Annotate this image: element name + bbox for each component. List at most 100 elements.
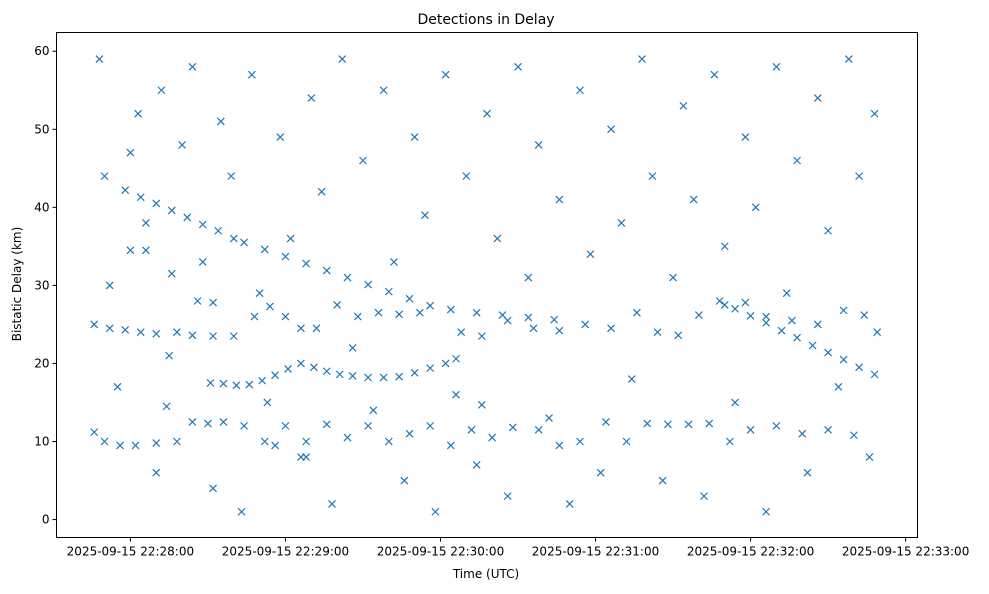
data-point [793,333,802,342]
data-point [426,301,435,310]
data-point [395,372,404,381]
data-point [141,219,150,227]
data-point [865,453,874,462]
data-point [725,437,734,446]
data-point [263,398,272,407]
data-point [529,324,538,333]
y-tick-label: 10 [34,434,49,448]
data-point [653,328,662,337]
data-point [410,133,419,142]
data-point [95,55,104,63]
data-point [524,273,533,282]
data-point [245,380,254,389]
data-point [240,421,249,430]
data-point [384,287,393,296]
data-point [266,302,274,311]
data-point [555,441,564,450]
data-point [555,326,564,335]
data-point [534,140,543,149]
data-point [237,507,246,516]
data-point [100,437,109,446]
data-point [483,109,491,118]
y-tick-label: 50 [34,122,49,136]
data-point [715,297,724,305]
data-point [353,312,362,321]
data-point [247,70,256,79]
data-point [555,195,564,204]
data-point [824,425,833,434]
data-point [271,371,280,380]
data-point [441,70,450,79]
data-point [415,308,424,317]
data-point [232,381,241,390]
data-point [617,219,626,227]
data-point [338,55,347,63]
data-point [477,332,486,341]
data-point [493,234,502,243]
data-point [216,117,225,126]
data-point [793,156,802,165]
data-point [472,308,481,317]
data-point [632,308,641,317]
x-tick-label: 2025-09-15 22:29:00 [222,545,349,559]
data-point [762,318,771,327]
data-point [90,428,99,437]
data-point [643,419,652,428]
data-point [258,376,267,385]
data-point [731,304,739,313]
data-point [441,359,450,368]
x-tick-label: 2025-09-15 22:32:00 [687,545,814,559]
data-point [669,273,677,282]
data-point [302,437,311,446]
data-point [284,364,292,373]
data-point [281,421,290,430]
data-point [462,172,471,181]
chart-title: Detections in Delay [417,12,554,28]
data-point [260,437,269,446]
data-point [762,507,771,516]
data-point [782,289,791,298]
data-point [219,418,228,426]
data-point [870,370,879,379]
data-point [581,320,590,329]
data-point [172,437,181,446]
data-point [343,433,352,442]
data-point [446,305,455,314]
data-point [152,468,161,477]
data-point [152,439,161,447]
data-point [870,109,879,118]
data-point [762,312,771,321]
data-point [813,94,822,102]
data-point [746,425,755,434]
data-point [405,429,414,438]
data-point [188,331,197,340]
data-point [684,420,693,429]
data-point [369,406,378,415]
data-points [90,55,882,516]
data-point [663,420,672,429]
data-point [844,55,853,63]
data-point [488,433,497,442]
data-point [777,326,786,335]
data-point [229,234,238,243]
data-point [209,298,218,307]
data-point [824,348,833,357]
data-point [297,359,305,368]
data-point [746,311,755,320]
data-point [134,109,143,118]
data-point [601,418,610,426]
data-point [395,310,404,319]
data-point [514,62,522,71]
data-point [586,250,595,259]
y-tick-label: 30 [34,278,49,292]
data-point [472,460,481,469]
y-tick-label: 60 [34,44,49,58]
data-point [116,441,124,450]
data-point [772,421,781,430]
data-point [860,311,869,319]
data-point [297,324,305,333]
data-point [229,332,238,341]
data-point [364,421,373,430]
data-point [198,258,207,266]
